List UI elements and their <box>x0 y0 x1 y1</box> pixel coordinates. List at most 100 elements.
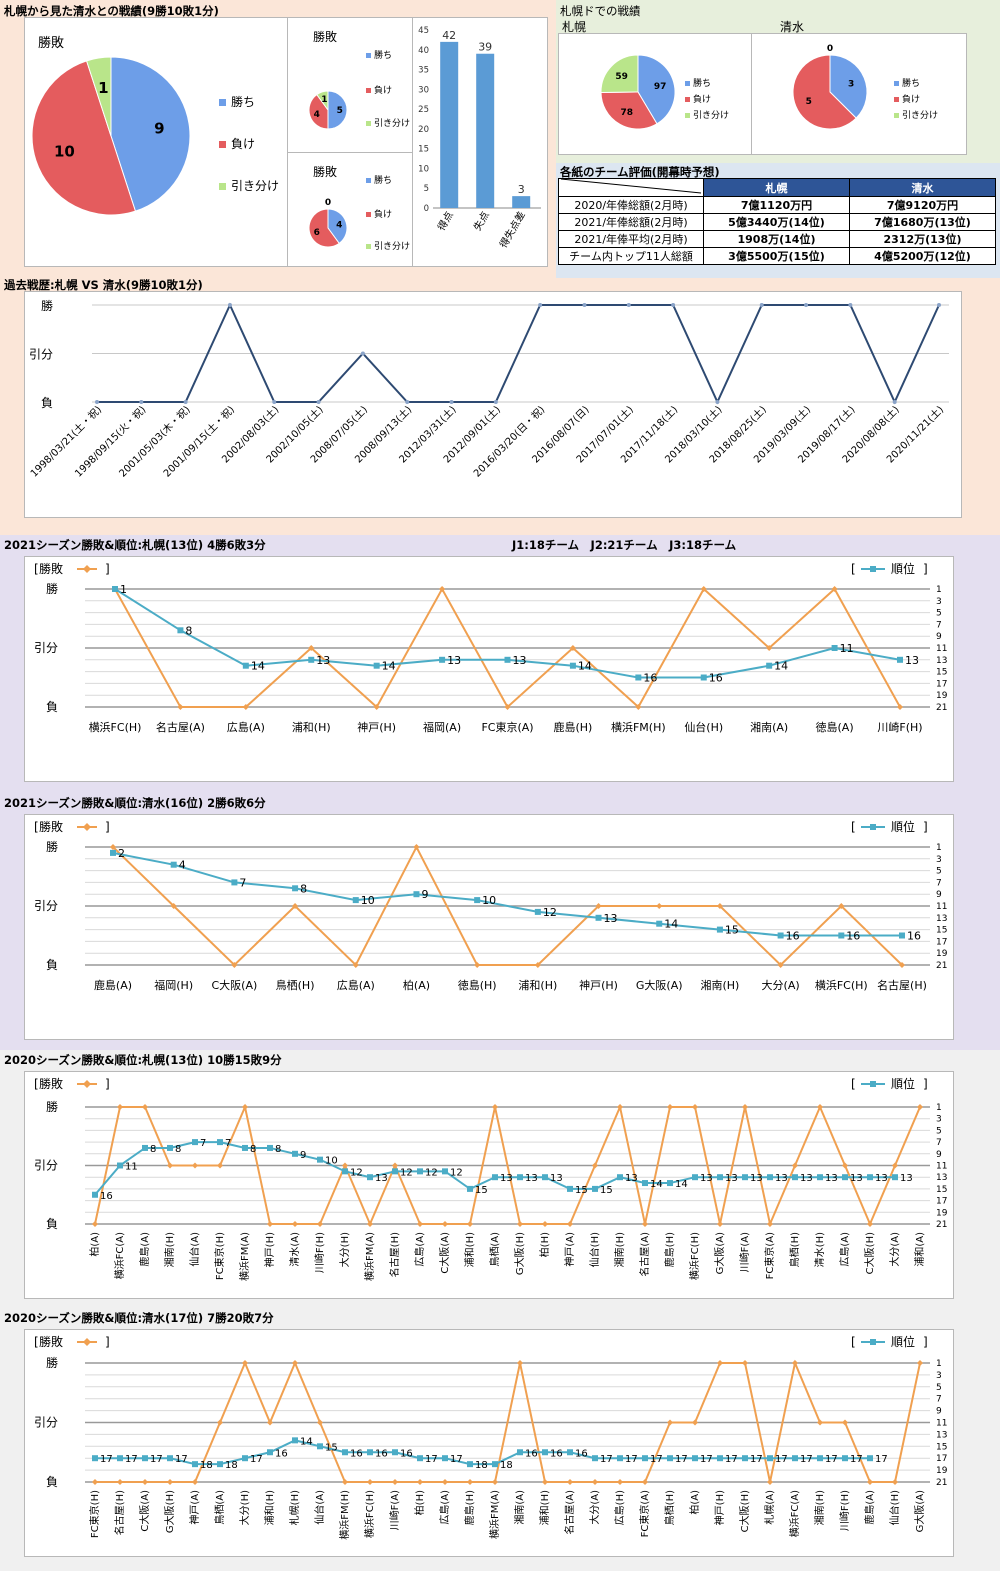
big-pie-title: 勝敗 <box>38 36 65 51</box>
x-category-label: 札幌(A) <box>763 1490 776 1525</box>
rank-point <box>192 1139 198 1146</box>
rank-point <box>442 1168 448 1175</box>
legend-bracket-close: ] <box>105 820 110 834</box>
rank-legend-marker <box>870 824 876 830</box>
result-point <box>342 1479 348 1485</box>
rank-value-label: 17 <box>875 1454 888 1465</box>
rank-point <box>352 897 359 904</box>
rank-point <box>242 1455 248 1462</box>
rank-point <box>177 627 184 634</box>
result-point <box>267 1419 273 1426</box>
result-point <box>717 1360 723 1366</box>
rank-point <box>842 1455 848 1462</box>
x-category-label: 鹿島(A) <box>94 978 132 992</box>
history-point <box>227 303 232 307</box>
rank-value-label: 10 <box>325 1156 338 1167</box>
rank-point <box>567 1449 573 1456</box>
rank-tick-label: 21 <box>936 961 947 971</box>
rank-point <box>192 1461 198 1468</box>
rank-tick-label: 3 <box>936 597 942 607</box>
pie-slice-1 <box>308 208 340 248</box>
legend-bracket-close: ] <box>923 1335 928 1349</box>
rank-point <box>842 1174 848 1181</box>
x-category-label: 横浜FC(H) <box>688 1232 701 1280</box>
x-category-label: C大阪(A) <box>438 1232 451 1274</box>
rank-point <box>217 1139 223 1146</box>
pie-value-label: 5 <box>806 97 812 107</box>
eval-row-label: チーム内トップ11人総額 <box>558 247 704 265</box>
rank-point <box>592 1185 598 1192</box>
rank-legend-marker <box>870 566 876 572</box>
rank-value-label: 17 <box>450 1454 463 1465</box>
history-y-label: 勝 <box>41 298 53 313</box>
result-point <box>867 1479 873 1485</box>
rank-line <box>112 851 902 937</box>
league-note: J1:18チーム J2:21チーム J3:18チーム <box>512 538 737 552</box>
x-category-label: 浦和(H) <box>292 721 331 734</box>
x-category-label: G大阪(H) <box>163 1490 176 1533</box>
history-point <box>892 400 897 404</box>
result-point <box>842 1419 848 1426</box>
rank-tick-label: 15 <box>936 1442 947 1452</box>
rank-value-label: 14 <box>664 918 678 931</box>
rank-value-label: 16 <box>375 1448 388 1459</box>
rank-point <box>267 1144 273 1151</box>
eval-corner-cell <box>558 178 704 197</box>
small-pie-1-legend-loss: 負け <box>366 83 392 96</box>
result-point <box>317 1419 323 1426</box>
rank-point <box>667 1455 673 1462</box>
dome-sapporo-label: 札幌 <box>562 20 587 34</box>
rank-value-label: 9 <box>421 888 428 901</box>
rank-point <box>642 1180 648 1187</box>
pie-slice-1 <box>31 60 137 216</box>
x-category-label: 鹿島(A) <box>138 1232 151 1267</box>
rank-value-label: 17 <box>775 1454 788 1465</box>
legend-bracket-open: [ <box>34 1077 39 1091</box>
goals-bar-panel: 0 5 10 15 20 25 30 35 40 45 42 得点 39 失点 3 得失点差 <box>412 17 548 267</box>
rank-value-label: 14 <box>300 1436 313 1447</box>
result-point <box>617 1479 623 1485</box>
result-point <box>542 1479 548 1485</box>
rank-value-label: 17 <box>250 1454 263 1465</box>
rank-value-label: 16 <box>709 672 723 685</box>
rank-point <box>534 908 541 915</box>
result-point <box>899 962 905 968</box>
rank-tick-label: 17 <box>936 1197 947 1207</box>
x-category-label: 川崎F(A) <box>388 1490 401 1530</box>
result-legend-marker <box>83 823 91 831</box>
rank-point <box>112 586 118 592</box>
result-point <box>367 1479 373 1485</box>
rank-point <box>492 1461 498 1468</box>
rank-value-label: 8 <box>185 624 192 637</box>
x-category-label: 横浜FM(H) <box>611 720 666 734</box>
result-point <box>767 1221 773 1227</box>
rank-point <box>892 1174 898 1181</box>
rank-legend-marker <box>870 1081 876 1087</box>
x-category-label: 名古屋(H) <box>877 978 927 992</box>
eval-row: 2020/年俸総額(2月時) 7億1120万円 7億9120万円 <box>558 196 996 214</box>
rank-value-label: 13 <box>316 654 330 667</box>
bar-y-tick: 40 <box>418 46 429 56</box>
x-category-label: 川崎F(A) <box>738 1232 751 1272</box>
history-point <box>139 400 144 404</box>
rank-tick-label: 1 <box>936 1359 942 1369</box>
x-category-label: 神戸(H) <box>713 1490 726 1525</box>
dome-shimizu-legend-draw: 引き分け <box>894 108 938 121</box>
small-pie-2-legend-loss: 負け <box>366 207 392 220</box>
rank-point <box>142 1144 148 1151</box>
history-title: 過去戦歴:札幌 VS 清水(9勝10敗1分) <box>4 278 203 292</box>
rank-point <box>777 932 784 939</box>
rank-value-label: 12 <box>400 1167 413 1178</box>
rank-tick-label: 7 <box>936 620 942 630</box>
result-point <box>413 844 420 850</box>
rank-tick-label: 19 <box>936 1208 948 1218</box>
pie-value-label: 78 <box>621 108 634 118</box>
dome-shimizu-pie-chart: 3 5 0 <box>792 44 868 130</box>
result-point <box>217 1419 223 1426</box>
rank-value-label: 17 <box>125 1454 138 1465</box>
rank-point <box>292 885 299 892</box>
pie-slice-0 <box>327 90 348 130</box>
rank-value-label: 14 <box>382 660 396 673</box>
x-category-label: G大阪(H) <box>513 1232 526 1275</box>
x-category-label: G大阪(A) <box>636 978 683 992</box>
